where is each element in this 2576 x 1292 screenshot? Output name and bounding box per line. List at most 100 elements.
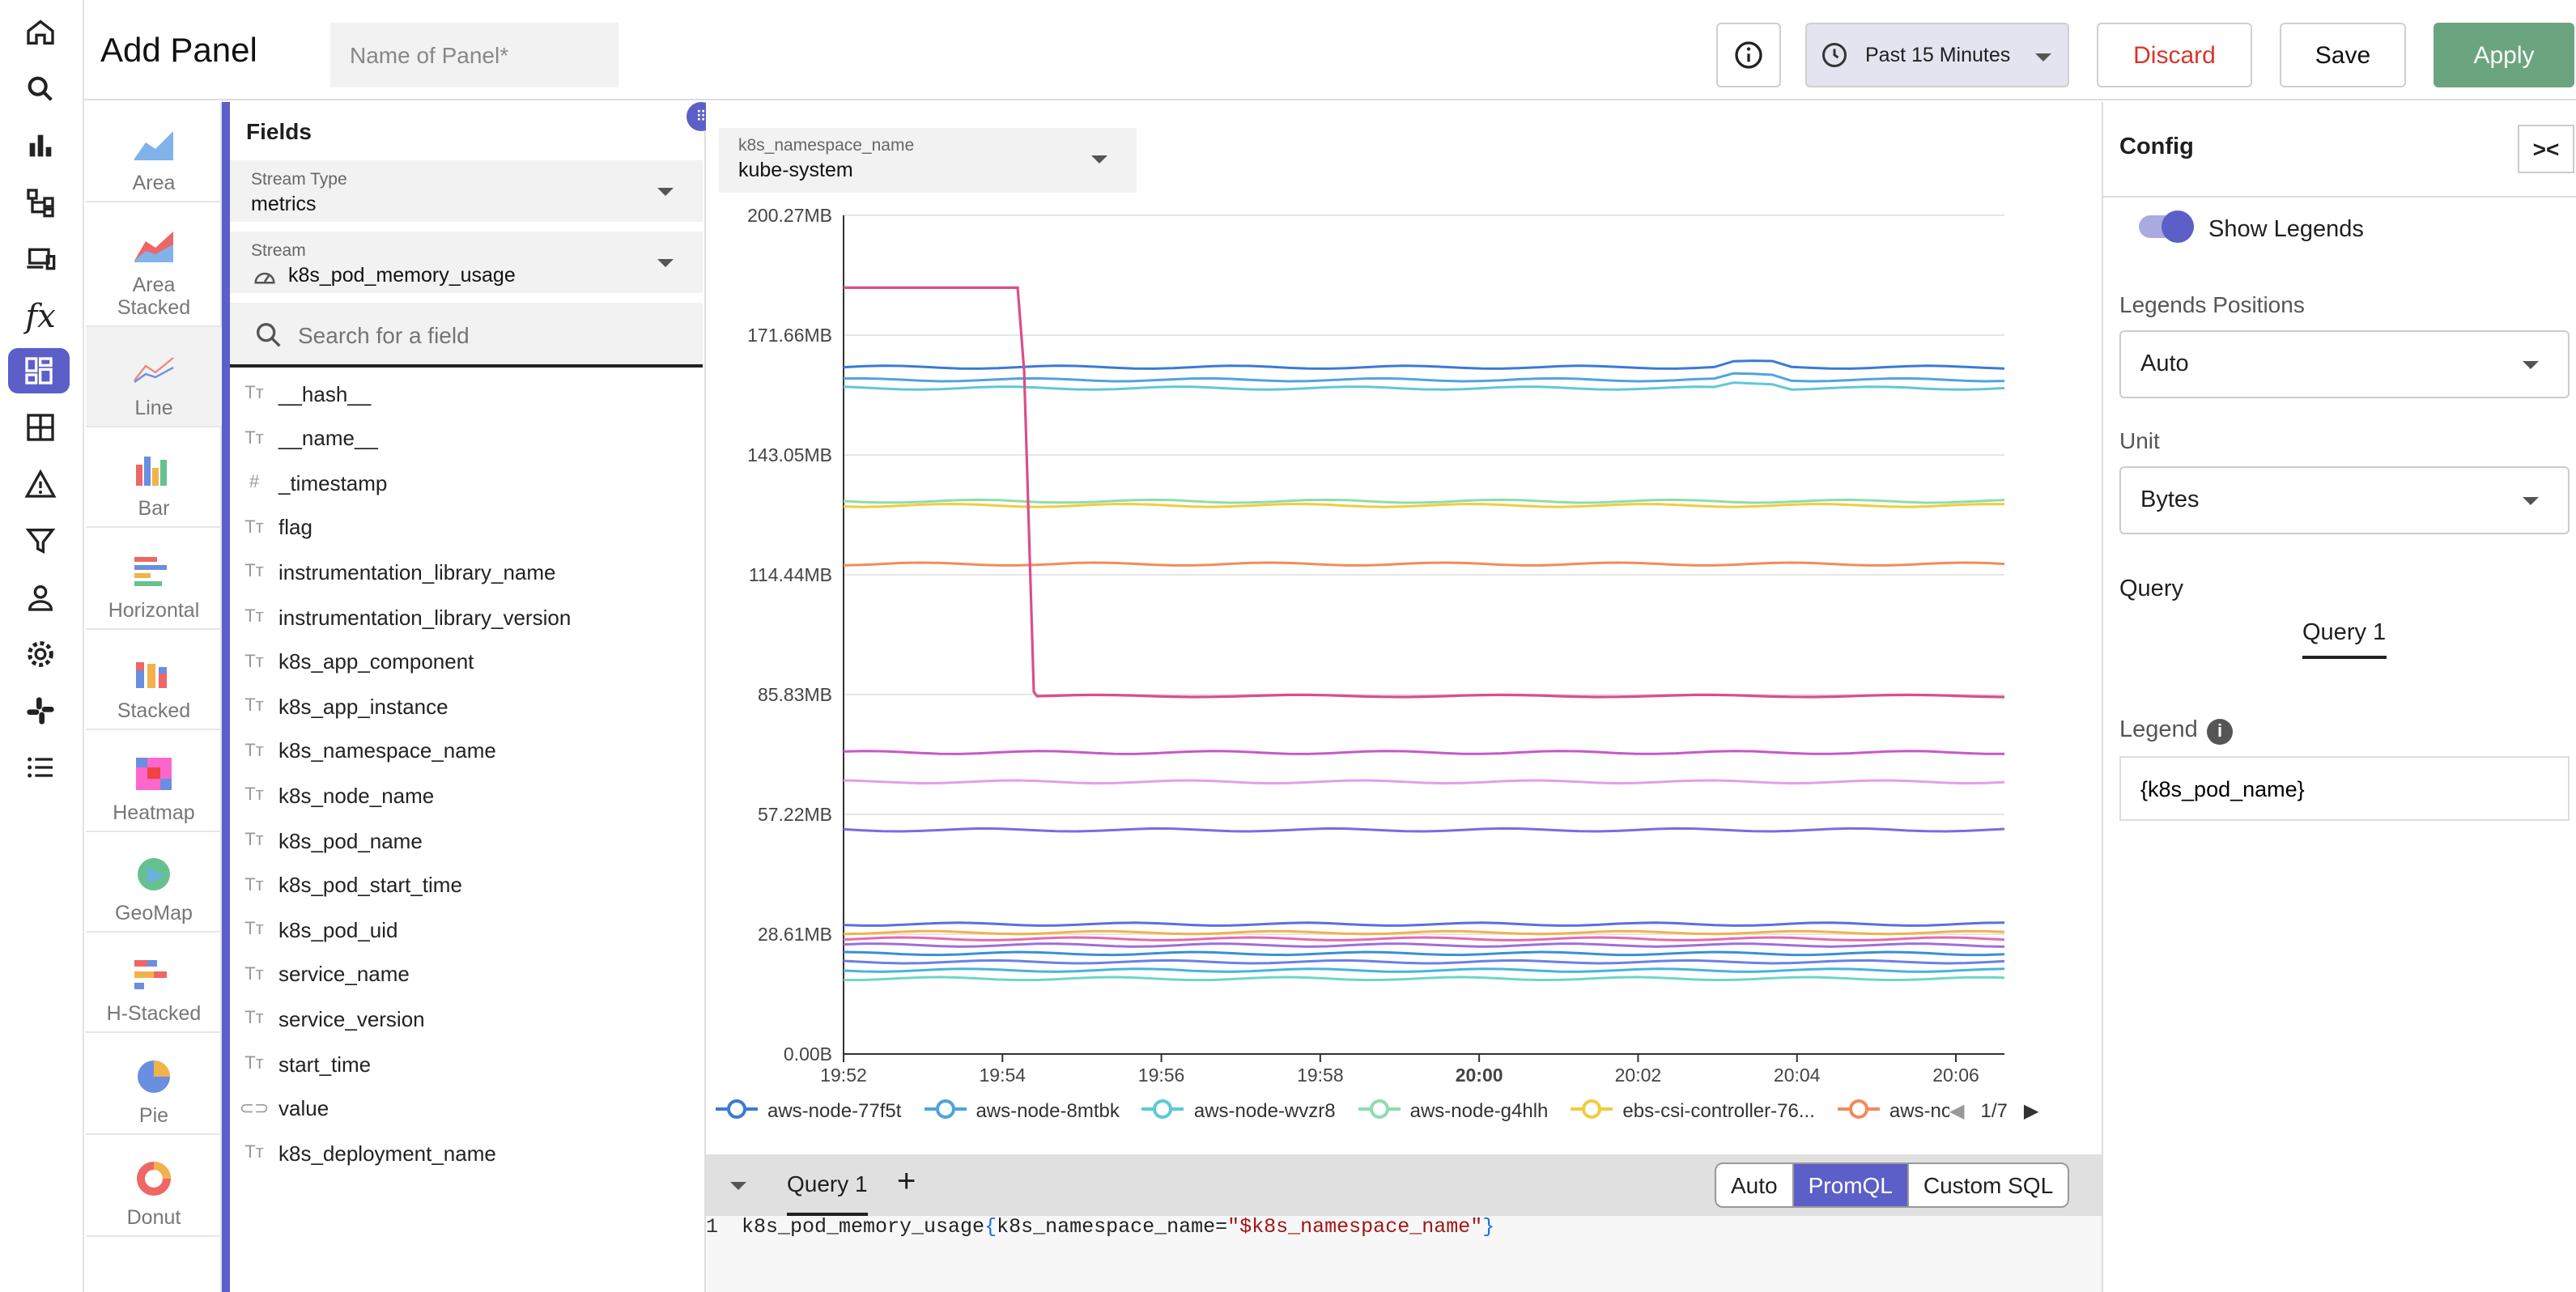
info-icon[interactable]: i — [2207, 719, 2233, 745]
legend-marker-icon — [924, 1097, 967, 1124]
field-item[interactable]: Tт k8s_app_component — [230, 639, 706, 684]
legend-input[interactable] — [2119, 756, 2570, 821]
legend-next-icon[interactable]: ▶ — [2023, 1099, 2039, 1122]
legend-item[interactable]: aws-node-77f5t — [716, 1094, 901, 1127]
field-item[interactable]: Tт k8s_pod_start_time — [230, 862, 706, 907]
field-item[interactable]: Tт instrumentation_library_version — [230, 594, 706, 640]
x-tick-label: 20:02 — [1615, 1065, 1662, 1086]
line-chart[interactable]: 0.00B 28.61MB 57.22MB 85.83MB 114.44MB 143.05… — [706, 199, 2102, 1106]
mode-custom-sql[interactable]: Custom SQL — [1923, 1172, 2054, 1198]
chart-type-area[interactable]: Area — [86, 102, 222, 202]
chart-type-label: GeoMap — [115, 902, 193, 924]
chart-type-icon — [133, 228, 175, 269]
field-item[interactable]: Tт k8s_deployment_name — [230, 1130, 706, 1175]
field-name: start_time — [278, 1052, 372, 1076]
apply-button[interactable]: Apply — [2434, 23, 2574, 87]
add-query-button[interactable]: + — [897, 1164, 916, 1200]
field-item[interactable]: Tт k8s_node_name — [230, 773, 706, 818]
legend-prev-icon[interactable]: ◀ — [1949, 1099, 1965, 1122]
fields-title: Fields — [246, 118, 312, 144]
y-tick-label: 28.61MB — [758, 924, 832, 945]
legend-marker-icon — [1837, 1097, 1880, 1124]
hierarchy-icon[interactable] — [16, 180, 65, 225]
devices-icon[interactable] — [16, 236, 65, 282]
user-icon[interactable] — [16, 575, 65, 620]
grid-icon[interactable] — [16, 405, 65, 450]
legend-positions-select[interactable]: Auto — [2119, 330, 2570, 398]
info-icon — [1735, 41, 1762, 69]
field-search-input[interactable] — [298, 316, 687, 355]
settings-icon[interactable] — [16, 631, 65, 677]
variable-select[interactable]: k8s_namespace_name kube-system — [719, 128, 1137, 193]
dashboards-icon[interactable] — [8, 348, 70, 393]
legend-item[interactable]: aws-node-g4hlh — [1358, 1094, 1548, 1127]
field-item[interactable]: # _timestamp — [230, 460, 706, 505]
slack-icon[interactable] — [16, 688, 65, 733]
function-icon[interactable]: fx — [25, 296, 56, 335]
chart-type-geomap[interactable]: GeoMap — [86, 832, 222, 933]
field-item[interactable]: Tт service_name — [230, 952, 706, 997]
chart-type-bar[interactable]: Bar — [86, 427, 222, 528]
stream-type-select[interactable]: Stream Type metrics — [230, 160, 703, 222]
chart-type-stacked[interactable]: Stacked — [86, 630, 222, 730]
variable-label: k8s_namespace_name — [738, 136, 915, 155]
field-item[interactable]: Tт flag — [230, 505, 706, 550]
chart-type-area-stacked[interactable]: Area Stacked — [86, 202, 222, 327]
field-item[interactable]: ⊂⊃ value — [230, 1086, 706, 1131]
home-icon[interactable] — [16, 10, 65, 55]
discard-button[interactable]: Discard — [2097, 23, 2252, 87]
field-search[interactable] — [230, 303, 703, 368]
field-item[interactable]: Tт service_version — [230, 997, 706, 1042]
chart-type-heatmap[interactable]: Heatmap — [86, 732, 222, 832]
panel-name-input[interactable] — [330, 23, 618, 87]
list-icon[interactable] — [16, 745, 65, 790]
legend-item[interactable]: aws-node-8mtbk — [924, 1094, 1120, 1127]
config-query-tab[interactable]: Query 1 — [2302, 620, 2387, 659]
field-item[interactable]: Tт instrumentation_library_name — [230, 550, 706, 595]
chart-type-more[interactable] — [86, 1237, 222, 1292]
stream-select[interactable]: Stream k8s_pod_memory_usage — [230, 232, 703, 293]
chevron-down-icon — [2035, 53, 2051, 62]
legend-item[interactable]: ebs-csi-controller-76... — [1571, 1094, 1815, 1127]
chart-area: k8s_namespace_name kube-system 0.00B 28.6… — [706, 102, 2102, 1154]
chart-type-pie[interactable]: Pie — [86, 1035, 222, 1135]
field-item[interactable]: Tт k8s_namespace_name — [230, 729, 706, 774]
save-button[interactable]: Save — [2280, 23, 2406, 87]
chart-type-donut[interactable]: Donut — [86, 1137, 222, 1237]
chart-type-line[interactable]: Line — [86, 327, 222, 427]
unit-select[interactable]: Bytes — [2119, 466, 2570, 534]
field-type-icon: Tт — [244, 696, 264, 716]
mode-promql[interactable]: PromQL — [1793, 1164, 1909, 1206]
info-button[interactable] — [1716, 23, 1781, 87]
collapse-config-button[interactable]: >< — [2518, 125, 2574, 173]
time-range-picker[interactable]: Past 15 Minutes — [1805, 23, 2069, 87]
field-name: k8s_pod_name — [278, 828, 423, 852]
field-item[interactable]: Tт k8s_app_instance — [230, 683, 706, 729]
legend-marker-icon — [1571, 1097, 1613, 1124]
field-name: service_version — [278, 1006, 425, 1031]
series-line — [843, 950, 2005, 957]
search-icon[interactable] — [16, 66, 65, 112]
bar-chart-icon[interactable] — [16, 123, 65, 168]
chart-type-h-stacked[interactable]: H-Stacked — [86, 933, 222, 1033]
alert-icon[interactable] — [16, 461, 65, 507]
field-item[interactable]: Tт k8s_pod_name — [230, 818, 706, 863]
stream-label: Stream — [251, 241, 306, 261]
chart-type-label: Area — [132, 172, 176, 194]
legend-positions-label: Legends Positions — [2119, 291, 2305, 317]
query-tab[interactable]: Query 1 — [787, 1154, 868, 1216]
y-tick-label: 200.27MB — [747, 205, 832, 226]
legend-item[interactable]: aws-node-wvzr8 — [1141, 1094, 1336, 1127]
field-type-icon: Tт — [244, 428, 264, 448]
collapse-icon[interactable] — [730, 1182, 746, 1190]
filter-icon[interactable] — [16, 518, 65, 563]
query-editor[interactable]: 1 k8s_pod_memory_usage{k8s_namespace_nam… — [706, 1216, 2102, 1292]
field-item[interactable]: Tт __hash__ — [230, 371, 706, 416]
panel-divider[interactable] — [222, 102, 230, 1292]
field-item[interactable]: Tт k8s_pod_uid — [230, 907, 706, 952]
show-legends-toggle[interactable] — [2139, 210, 2194, 243]
chart-type-horizontal[interactable]: Horizontal — [86, 529, 222, 630]
mode-auto[interactable]: Auto — [1716, 1164, 1794, 1206]
field-item[interactable]: Tт start_time — [230, 1041, 706, 1086]
field-item[interactable]: Tт __name__ — [230, 415, 706, 461]
